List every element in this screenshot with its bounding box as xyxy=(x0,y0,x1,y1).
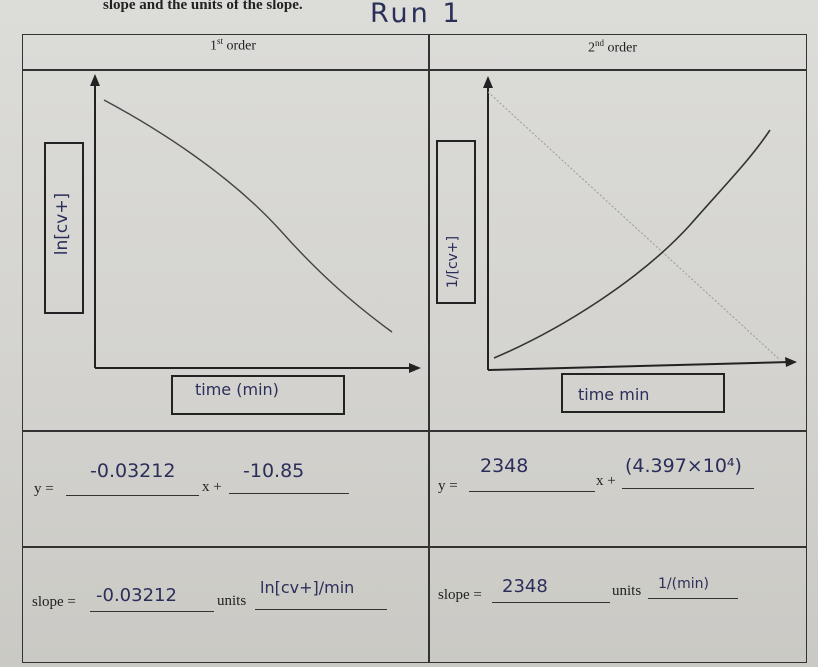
first-order-slope-value: -0.03212 xyxy=(90,460,176,482)
first-order-units-hand: ln[cv+]/min xyxy=(260,578,355,597)
second-order-pencil-line xyxy=(487,91,781,361)
second-order-y-label-box xyxy=(436,140,476,304)
first-order-slope-label: slope = xyxy=(32,594,76,610)
instruction-text: slope and the units of the slope. xyxy=(103,0,303,13)
run-annotation: Run 1 xyxy=(370,0,463,29)
first-order-intercept-line xyxy=(229,493,349,494)
second-order-intercept-value: (4.397×10⁴) xyxy=(625,455,742,477)
second-order-units-underline xyxy=(648,598,738,599)
second-order-units-hand: 1/(min) xyxy=(658,576,709,592)
second-order-x-arrow xyxy=(785,357,797,367)
second-order-y-label: 1/[cv+] xyxy=(445,235,461,289)
first-order-eq-x: x + xyxy=(202,479,222,495)
graph-row-divider xyxy=(22,430,807,432)
first-order-curve xyxy=(103,99,393,333)
first-order-x-label-box xyxy=(171,375,345,415)
second-order-slope-line xyxy=(469,491,595,492)
header-row-divider xyxy=(22,69,807,71)
first-order-eq-y: y = xyxy=(34,481,54,497)
second-order-x-label-box xyxy=(561,373,725,413)
second-order-x-axis xyxy=(487,361,791,371)
first-order-slope-hand: -0.03212 xyxy=(96,585,177,606)
equation-row-divider xyxy=(22,546,807,548)
second-order-y-arrow xyxy=(483,76,493,88)
first-order-x-arrow xyxy=(409,363,421,373)
first-order-y-arrow xyxy=(90,74,100,86)
second-order-x-label: time min xyxy=(578,385,650,404)
second-order-units-label: units xyxy=(612,583,642,599)
second-order-eq-x: x + xyxy=(596,473,616,489)
first-order-units-underline xyxy=(255,609,387,610)
first-order-x-label: time (min) xyxy=(195,380,279,399)
second-order-slope-label: slope = xyxy=(438,587,482,603)
second-order-heading: 2nd order xyxy=(588,38,638,56)
first-order-y-label: ln[cv+] xyxy=(52,192,72,256)
first-order-intercept-value: -10.85 xyxy=(243,460,305,482)
first-order-units-label: units xyxy=(217,593,247,609)
first-order-slope-line xyxy=(66,495,199,496)
column-divider xyxy=(428,34,430,662)
second-order-slope-underline xyxy=(492,602,610,603)
first-order-heading: 1st order xyxy=(210,36,257,54)
first-order-y-label-box xyxy=(44,142,84,314)
second-order-intercept-line xyxy=(622,488,754,489)
results-table xyxy=(22,34,807,663)
second-order-eq-y: y = xyxy=(438,478,458,494)
second-order-curve xyxy=(493,129,771,359)
first-order-slope-underline xyxy=(90,611,214,612)
second-order-slope-value: 2348 xyxy=(480,455,529,477)
second-order-slope-hand: 2348 xyxy=(502,576,548,597)
